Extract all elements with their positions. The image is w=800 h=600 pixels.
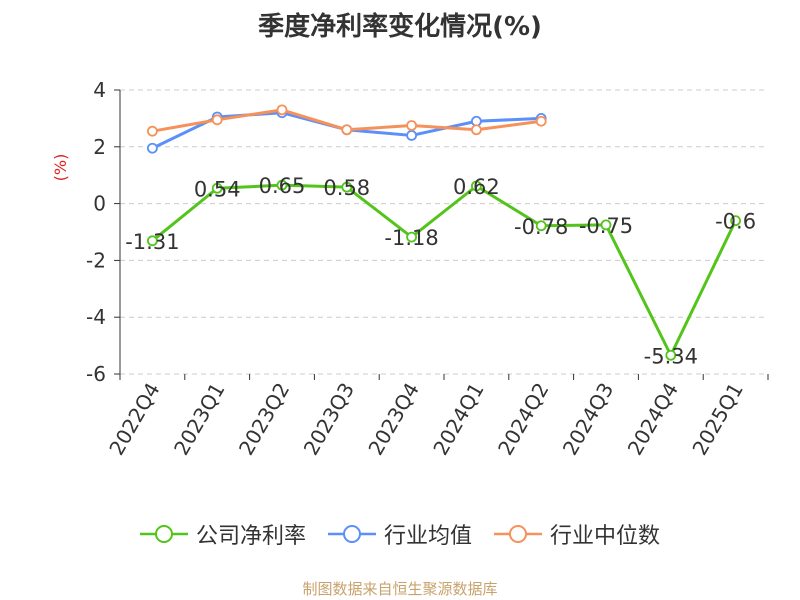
data-label: 0.58	[323, 176, 370, 200]
legend-swatch-icon	[494, 525, 542, 543]
data-point	[600, 219, 612, 231]
legend-swatch-icon	[139, 525, 188, 543]
data-point	[730, 215, 741, 227]
y-axis-label: (%)	[51, 154, 70, 182]
x-tick-label: 2024Q2	[493, 379, 553, 460]
data-point	[535, 115, 547, 127]
data-point	[406, 130, 418, 141]
legend-label: 公司净利率	[195, 524, 306, 549]
x-tick-label: 2023Q3	[299, 379, 359, 460]
data-point	[276, 179, 288, 191]
data-point	[406, 231, 418, 243]
x-tick-label: 2024Q3	[558, 379, 618, 460]
data-label: 0.62	[453, 175, 500, 199]
y-tick-label: 0	[93, 192, 106, 216]
data-point	[341, 124, 353, 136]
y-tick-label: -2	[86, 248, 106, 272]
data-label: 0.54	[194, 177, 241, 201]
legend-item[interactable]: 行业中位数	[494, 518, 660, 550]
x-tick-label: 2022Q4	[104, 379, 164, 460]
source-note: 制图数据来自恒生聚源数据库	[302, 580, 498, 598]
data-point	[535, 220, 547, 232]
data-label: -1.31	[125, 230, 179, 254]
legend-label: 行业中位数	[550, 524, 661, 549]
data-point	[341, 181, 353, 193]
data-label: -5.34	[644, 344, 698, 368]
grid-layer	[120, 89, 768, 375]
legend-swatch-icon	[327, 525, 376, 543]
x-tick-label: 2025Q1	[687, 379, 747, 460]
chart-title: 季度净利率变化情况(%)	[258, 12, 542, 42]
data-point	[470, 180, 482, 192]
x-tick-label: 2023Q2	[234, 379, 294, 460]
data-point	[470, 124, 482, 136]
x-tick-label: 2023Q4	[363, 379, 423, 460]
legend-item[interactable]: 行业均值	[327, 518, 472, 550]
data-point	[665, 349, 677, 361]
x-tick-label: 2024Q1	[428, 379, 488, 460]
legend: 公司净利率 行业均值 行业中位数	[0, 518, 800, 550]
data-point	[211, 114, 223, 126]
data-label: -1.18	[384, 226, 438, 250]
series-layer	[146, 104, 741, 361]
data-point	[146, 235, 158, 247]
x-tick-label: 2023Q1	[169, 379, 229, 460]
y-tick-label: -4	[86, 305, 106, 329]
data-label: -0.75	[579, 214, 633, 238]
data-point	[406, 120, 418, 131]
x-tick-label: 2024Q4	[623, 379, 683, 460]
legend-label: 行业均值	[383, 524, 472, 549]
legend-item[interactable]: 公司净利率	[139, 518, 306, 550]
data-label-layer: -1.31 0.54 0.65 0.58 -1.18 0.62 -0.78 -0.75 -5.3…	[125, 174, 756, 368]
data-point	[146, 142, 158, 154]
data-label: -0.6	[715, 210, 756, 234]
data-label: 0.65	[259, 174, 306, 198]
data-point	[146, 125, 158, 137]
y-tick-label: 2	[93, 135, 106, 159]
series-line-0	[151, 183, 737, 357]
y-tick-label: 4	[93, 78, 106, 102]
data-point	[276, 104, 288, 116]
data-label: -0.78	[514, 215, 568, 239]
data-point	[211, 182, 223, 194]
y-tick-label: -6	[86, 362, 106, 386]
